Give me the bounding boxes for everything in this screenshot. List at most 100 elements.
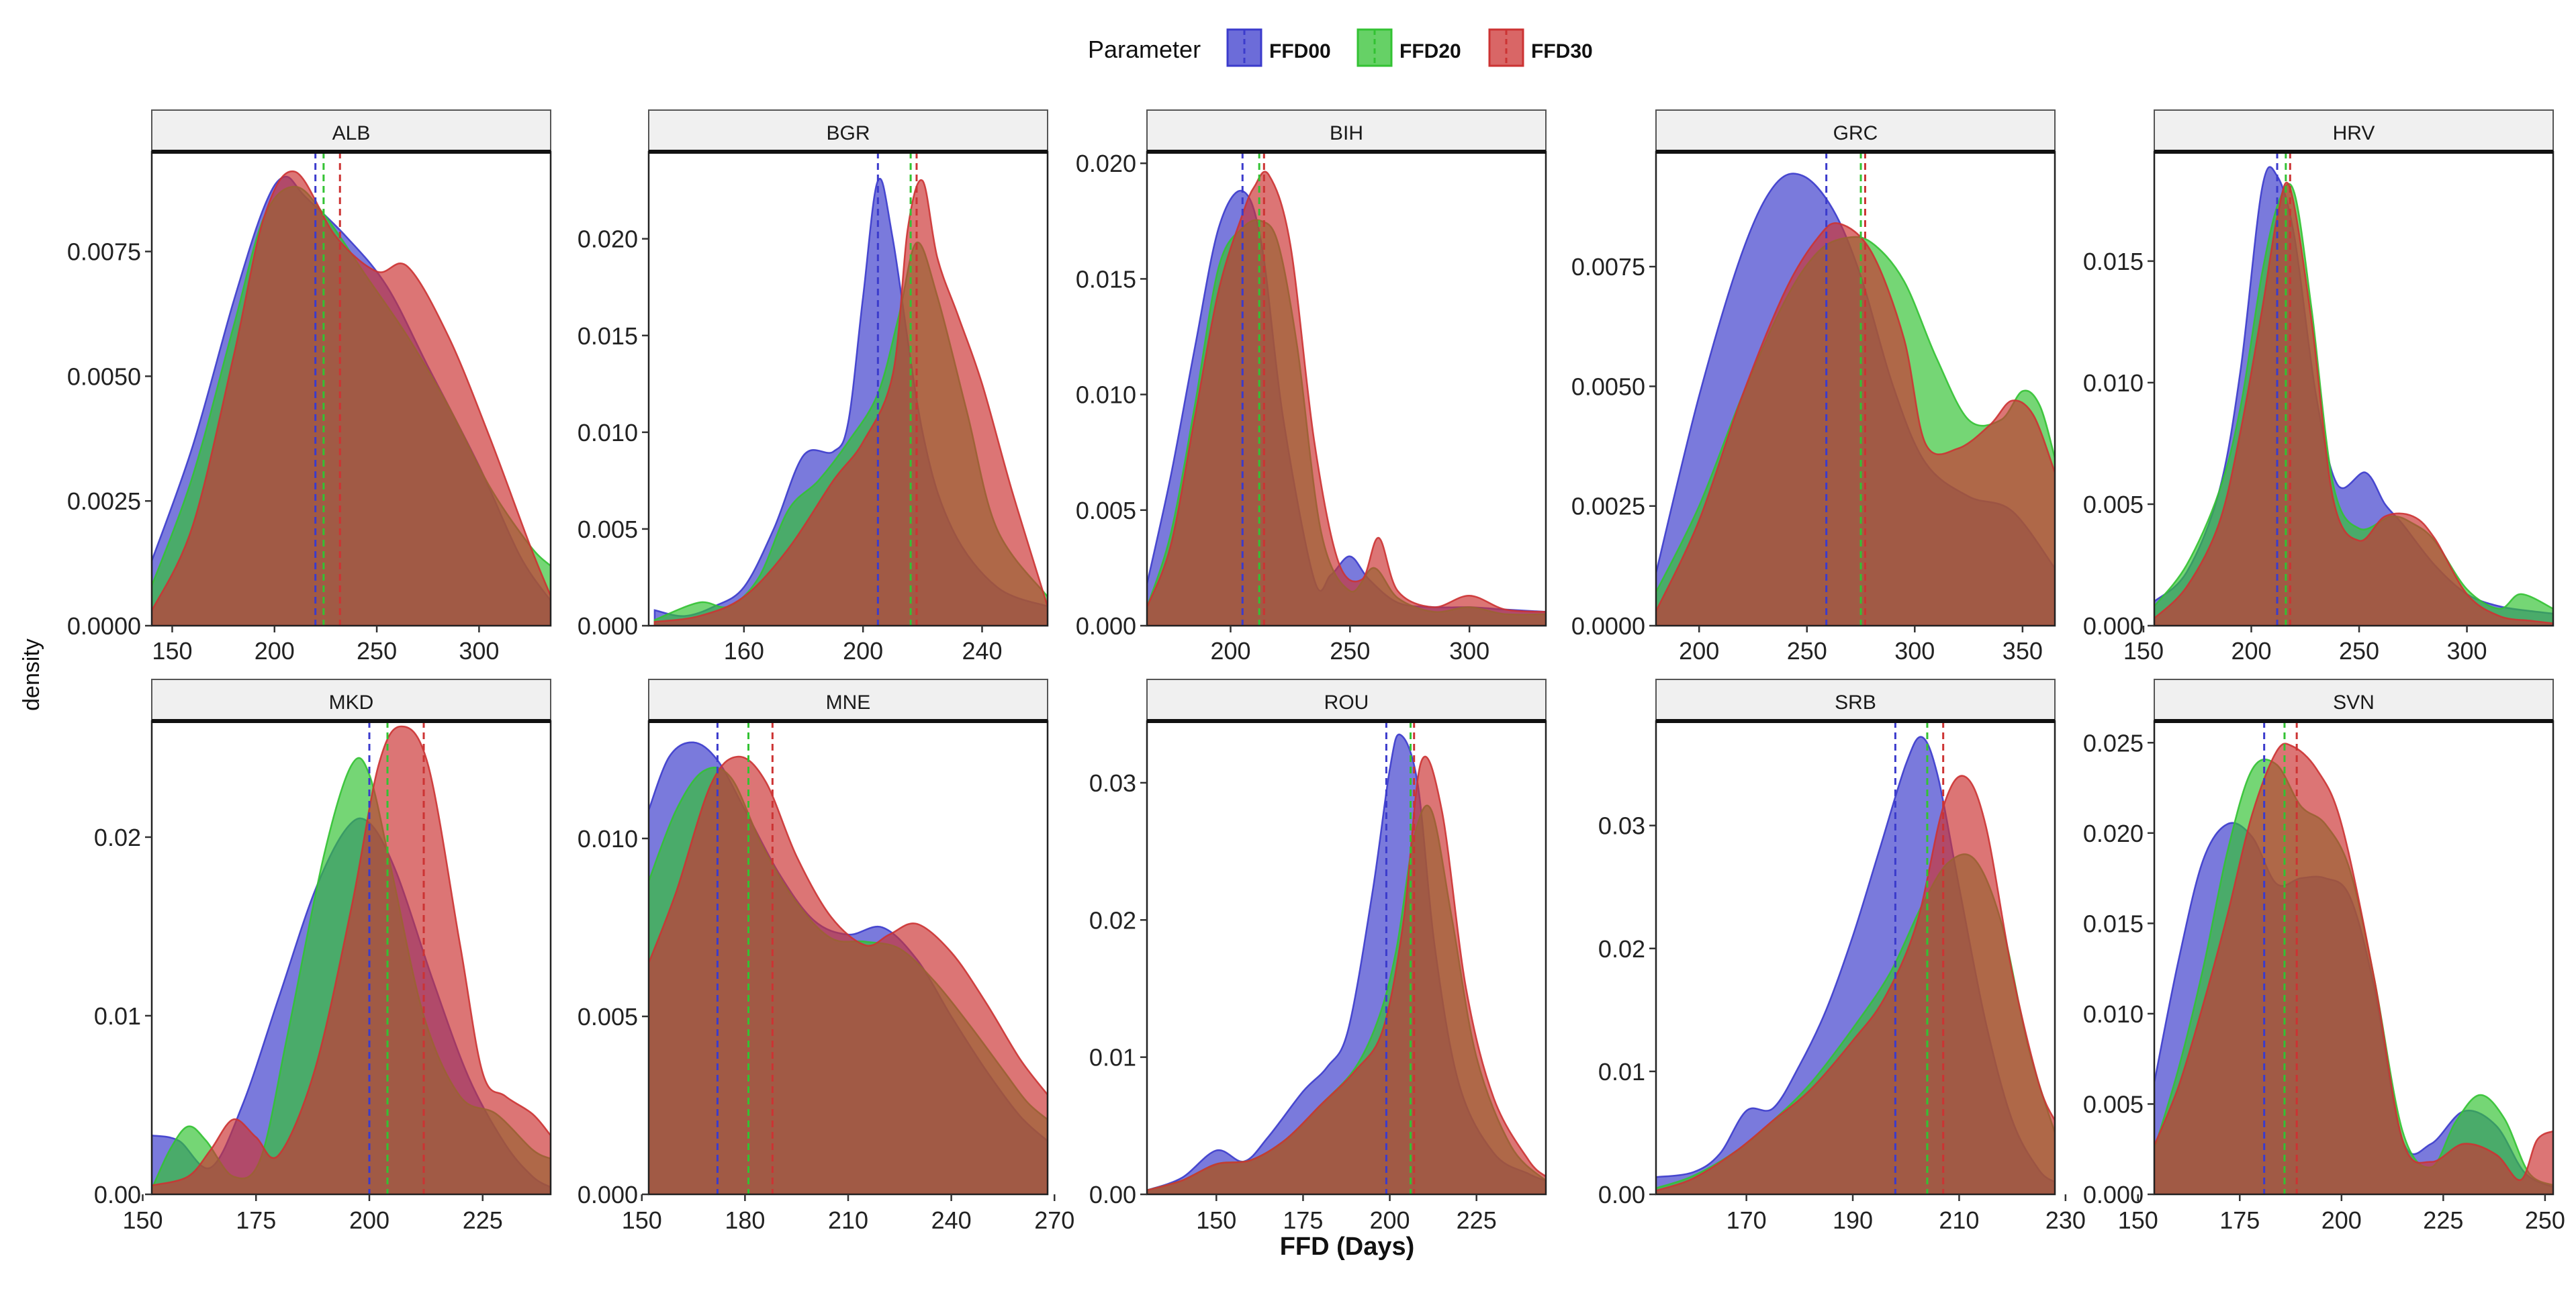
y-tick-label: 0.00 (1089, 1181, 1136, 1208)
x-tick-label: 225 (463, 1206, 503, 1234)
x-tick-label: 200 (2321, 1206, 2362, 1234)
x-tick-label: 175 (1283, 1206, 1323, 1234)
y-tick-label: 0.005 (1076, 497, 1136, 524)
x-tick-label: 250 (1787, 637, 1827, 665)
facet-label: MNE (826, 691, 871, 714)
density-areas (1147, 171, 1546, 626)
panel-rou: ROU 0.00 0.01 0.02 0.03 150 175 200 225 (1089, 679, 1547, 1234)
facet-label: ROU (1324, 691, 1369, 714)
x-tick-label: 300 (1894, 637, 1935, 665)
y-tick-label: 0.010 (2083, 369, 2144, 397)
x-tick-label: 150 (2118, 1206, 2158, 1234)
x-tick-label: 175 (2219, 1206, 2260, 1234)
x-tick-label: 200 (2231, 637, 2271, 665)
density-areas (1656, 736, 2055, 1194)
density-areas (2154, 166, 2553, 626)
x-tick-label: 210 (828, 1206, 868, 1234)
y-tick-label: 0.02 (94, 824, 141, 851)
facet-strip (1146, 109, 1547, 152)
x-tick-label: 190 (1833, 1206, 1873, 1234)
x-tick-label: 200 (1370, 1206, 1410, 1234)
x-tick-label: 250 (1330, 637, 1370, 665)
x-tick-label: 200 (843, 637, 883, 665)
facet-strip (648, 109, 1048, 152)
x-tick-label: 225 (2423, 1206, 2463, 1234)
y-tick-label: 0.020 (2083, 820, 2144, 847)
density-area-ffd30 (1147, 755, 1546, 1194)
panel-mne: MNE 0.000 0.005 0.010 150 180 210 240 270 (578, 679, 1074, 1234)
y-tick-label: 0.0025 (1571, 493, 1645, 520)
y-tick-label: 0.00 (1598, 1181, 1645, 1208)
legend: Parameter FFD00 FFD20 FFD30 (1088, 28, 1593, 67)
facet-label: SVN (2333, 691, 2375, 714)
y-tick-label: 0.015 (2083, 910, 2144, 937)
panel-srb: SRB 0.00 0.01 0.02 0.03 170 190 210 230 (1598, 679, 2086, 1234)
y-tick-label: 0.00 (94, 1181, 141, 1208)
x-tick-label: 200 (1679, 637, 1719, 665)
x-tick-label: 180 (725, 1206, 765, 1234)
density-area-ffd30 (1656, 222, 2055, 626)
y-tick-label: 0.015 (1076, 265, 1136, 293)
y-tick-label: 0.020 (578, 226, 638, 253)
x-tick-label: 250 (2339, 637, 2379, 665)
y-tick-label: 0.000 (578, 1181, 638, 1208)
x-tick-label: 225 (1457, 1206, 1497, 1234)
y-tick-label: 0.010 (2083, 1000, 2144, 1028)
y-tick-label: 0.0025 (67, 487, 141, 515)
x-tick-label: 200 (1210, 637, 1250, 665)
y-tick-label: 0.01 (1089, 1044, 1136, 1071)
y-tick-label: 0.0050 (67, 363, 141, 390)
facet-strip (151, 679, 551, 722)
legend-item-ffd20: FFD20 (1356, 28, 1461, 67)
density-area-ffd30 (653, 179, 1048, 626)
y-tick-label: 0.015 (2083, 248, 2144, 275)
x-tick-label: 160 (724, 637, 764, 665)
x-tick-label: 200 (349, 1206, 389, 1234)
x-tick-label: 170 (1727, 1206, 1767, 1234)
legend-title: Parameter (1088, 36, 1201, 63)
y-tick-label: 0.01 (1598, 1058, 1645, 1086)
facet-strip (648, 679, 1048, 722)
x-tick-label: 150 (1196, 1206, 1236, 1234)
x-tick-label: 175 (236, 1206, 276, 1234)
density-areas (152, 725, 551, 1194)
density-areas (1656, 173, 2055, 626)
facet-strip (2154, 109, 2554, 152)
x-tick-label: 230 (2045, 1206, 2086, 1234)
x-tick-label: 300 (459, 637, 499, 665)
y-tick-label: 0.02 (1089, 906, 1136, 934)
density-areas (653, 178, 1048, 626)
density-area-ffd30 (2154, 743, 2553, 1194)
legend-label: FFD00 (1269, 40, 1331, 62)
panel-alb: ALB 0.0000 0.0025 0.0050 0.0075 150 200 250 300 (67, 109, 552, 665)
x-tick-label: 300 (1449, 637, 1489, 665)
y-tick-label: 0.0050 (1571, 373, 1645, 400)
x-tick-label: 240 (931, 1206, 972, 1234)
y-tick-label: 0.005 (578, 1003, 638, 1031)
x-axis-title: FFD (Days) (1280, 1233, 1415, 1261)
facet-label: GRC (1833, 122, 1878, 144)
y-tick-label: 0.03 (1089, 769, 1136, 797)
x-tick-label: 270 (1034, 1206, 1074, 1234)
x-tick-label: 250 (357, 637, 397, 665)
density-area-ffd30 (1147, 171, 1546, 626)
density-areas (2154, 743, 2553, 1194)
facet-label: BIH (1330, 122, 1363, 144)
panel-hrv: HRV 0.000 0.005 0.010 0.015 150 200 250 300 (2083, 109, 2555, 665)
facet-label: SRB (1835, 691, 1876, 714)
x-tick-label: 350 (2003, 637, 2043, 665)
density-area-ffd30 (1656, 775, 2055, 1194)
legend-item-ffd00: FFD00 (1226, 28, 1331, 67)
density-area-ffd30 (152, 725, 551, 1194)
density-area-ffd30 (649, 755, 1048, 1194)
panel-bih: BIH 0.000 0.005 0.010 0.015 0.020 200 250 300 (1076, 109, 1547, 665)
y-tick-label: 0.0000 (67, 612, 141, 640)
y-tick-label: 0.0000 (1571, 612, 1645, 640)
facet-label: HRV (2333, 122, 2375, 144)
facet-strip (1146, 679, 1547, 722)
x-tick-label: 150 (622, 1206, 662, 1234)
x-tick-label: 150 (152, 637, 192, 665)
y-tick-label: 0.000 (578, 612, 638, 640)
facet-strip (2154, 679, 2554, 722)
